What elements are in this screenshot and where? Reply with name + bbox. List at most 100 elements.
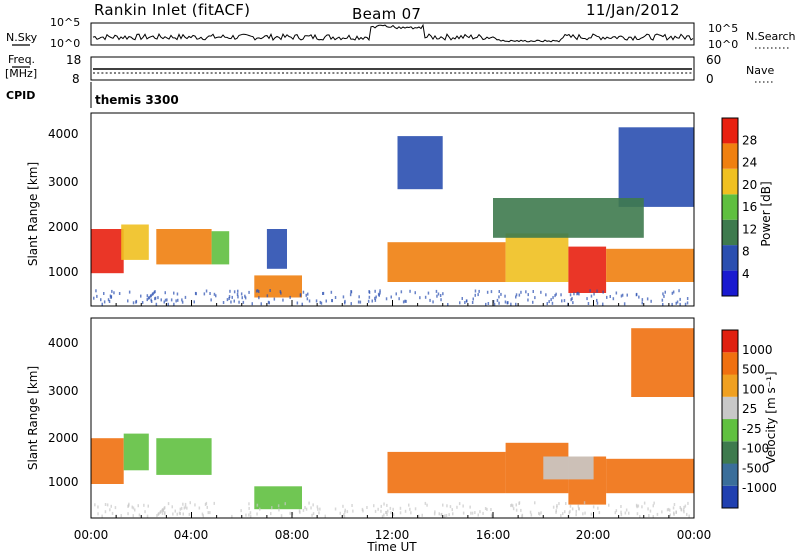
scatter-speck [103, 300, 106, 304]
xtick-5: 20:00 [576, 528, 611, 542]
scatter-speck [424, 501, 427, 505]
velocity-echo-region-8 [631, 328, 694, 397]
scatter-speck [179, 507, 182, 511]
scatter-speck [113, 291, 115, 295]
scatter-speck [93, 296, 95, 300]
scatter-speck [680, 507, 682, 511]
station-title: Rankin Inlet (fitACF) [94, 1, 250, 19]
scatter-speck [569, 504, 572, 508]
scatter-speck [474, 511, 476, 515]
scatter-speck [560, 293, 562, 297]
scatter-speck [390, 511, 392, 515]
scatter-speck [148, 296, 150, 300]
scatter-speck [166, 298, 168, 302]
scatter-speck [592, 505, 595, 509]
scatter-speck [164, 511, 166, 515]
noise-right-tick-top: 10^5 [708, 22, 738, 35]
scatter-speck [686, 297, 689, 300]
scatter-speck [504, 300, 507, 304]
velocity-echo-region-4 [387, 451, 506, 494]
scatter-speck [172, 512, 174, 516]
scatter-speck [582, 512, 584, 516]
scatter-speck [350, 290, 352, 294]
xtick-3: 12:00 [375, 528, 410, 542]
scatter-speck [515, 508, 518, 512]
colorbar-swatch [722, 352, 738, 375]
colorbar-tick: 4 [742, 267, 750, 281]
scatter-speck [671, 291, 674, 295]
freq-panel: Freq. [MHz] 18 8 60 0 Nave [5, 53, 775, 86]
scatter-speck [378, 293, 380, 297]
scatter-speck [620, 510, 622, 514]
scatter-speck [490, 290, 493, 294]
scatter-speck [132, 514, 134, 518]
scatter-speck [127, 504, 130, 508]
scatter-speck [271, 506, 273, 510]
scatter-speck [518, 293, 521, 297]
scatter-speck [409, 507, 411, 511]
scatter-speck [164, 291, 166, 295]
colorbar-tick: 20 [742, 178, 757, 192]
scatter-speck [389, 506, 392, 510]
scatter-speck [357, 300, 360, 304]
scatter-speck [518, 501, 521, 505]
scatter-speck [180, 506, 183, 510]
scatter-speck [174, 509, 176, 513]
scatter-speck [161, 511, 164, 515]
scatter-speck [302, 508, 305, 512]
scatter-speck [344, 510, 346, 514]
scatter-speck [182, 502, 184, 506]
scatter-speck [527, 298, 529, 302]
scatter-speck [205, 289, 208, 293]
scatter-speck [101, 302, 103, 306]
scatter-speck [675, 510, 677, 514]
scatter-speck [289, 295, 291, 299]
scatter-speck [103, 292, 105, 295]
scatter-speck [157, 296, 159, 300]
scatter-speck [307, 292, 309, 296]
scatter-speck [560, 514, 562, 518]
scatter-speck [570, 298, 572, 302]
scatter-speck [554, 294, 556, 298]
scatter-speck [402, 300, 405, 304]
scatter-speck [132, 301, 135, 305]
scatter-speck [442, 503, 444, 507]
colorbar-tick: 1000 [742, 343, 773, 357]
power-echo-region-10 [397, 136, 443, 190]
colorbar-swatch [722, 419, 738, 442]
scatter-speck [127, 512, 129, 516]
scatter-speck [359, 300, 362, 304]
scatter-speck [277, 504, 280, 508]
scatter-speck [379, 289, 381, 293]
scatter-speck [304, 506, 306, 510]
scatter-speck [202, 514, 204, 518]
scatter-speck [319, 507, 321, 511]
scatter-speck [678, 289, 680, 293]
date-title: 11/Jan/2012 [586, 1, 680, 19]
scatter-speck [556, 504, 558, 508]
scatter-speck [308, 299, 311, 303]
scatter-speck [231, 514, 233, 518]
scatter-speck [110, 295, 113, 299]
scatter-speck [97, 512, 99, 516]
scatter-speck [358, 295, 360, 299]
xtick-4: 16:00 [476, 528, 511, 542]
scatter-speck [183, 506, 186, 510]
scatter-speck [669, 513, 671, 517]
scatter-speck [361, 507, 364, 511]
scatter-speck [381, 514, 384, 518]
scatter-speck [201, 512, 204, 516]
scatter-speck [679, 297, 681, 301]
scatter-speck [432, 300, 434, 304]
scatter-speck [377, 507, 379, 511]
power-echo-region-2 [156, 229, 212, 265]
scatter-speck [573, 292, 575, 296]
scatter-speck [470, 511, 472, 515]
scatter-speck [561, 299, 563, 303]
power-echo-region-7 [505, 233, 569, 282]
power-echo-region-4 [254, 275, 302, 298]
scatter-speck [380, 509, 382, 513]
scatter-speck [649, 509, 652, 513]
scatter-speck [248, 290, 250, 294]
